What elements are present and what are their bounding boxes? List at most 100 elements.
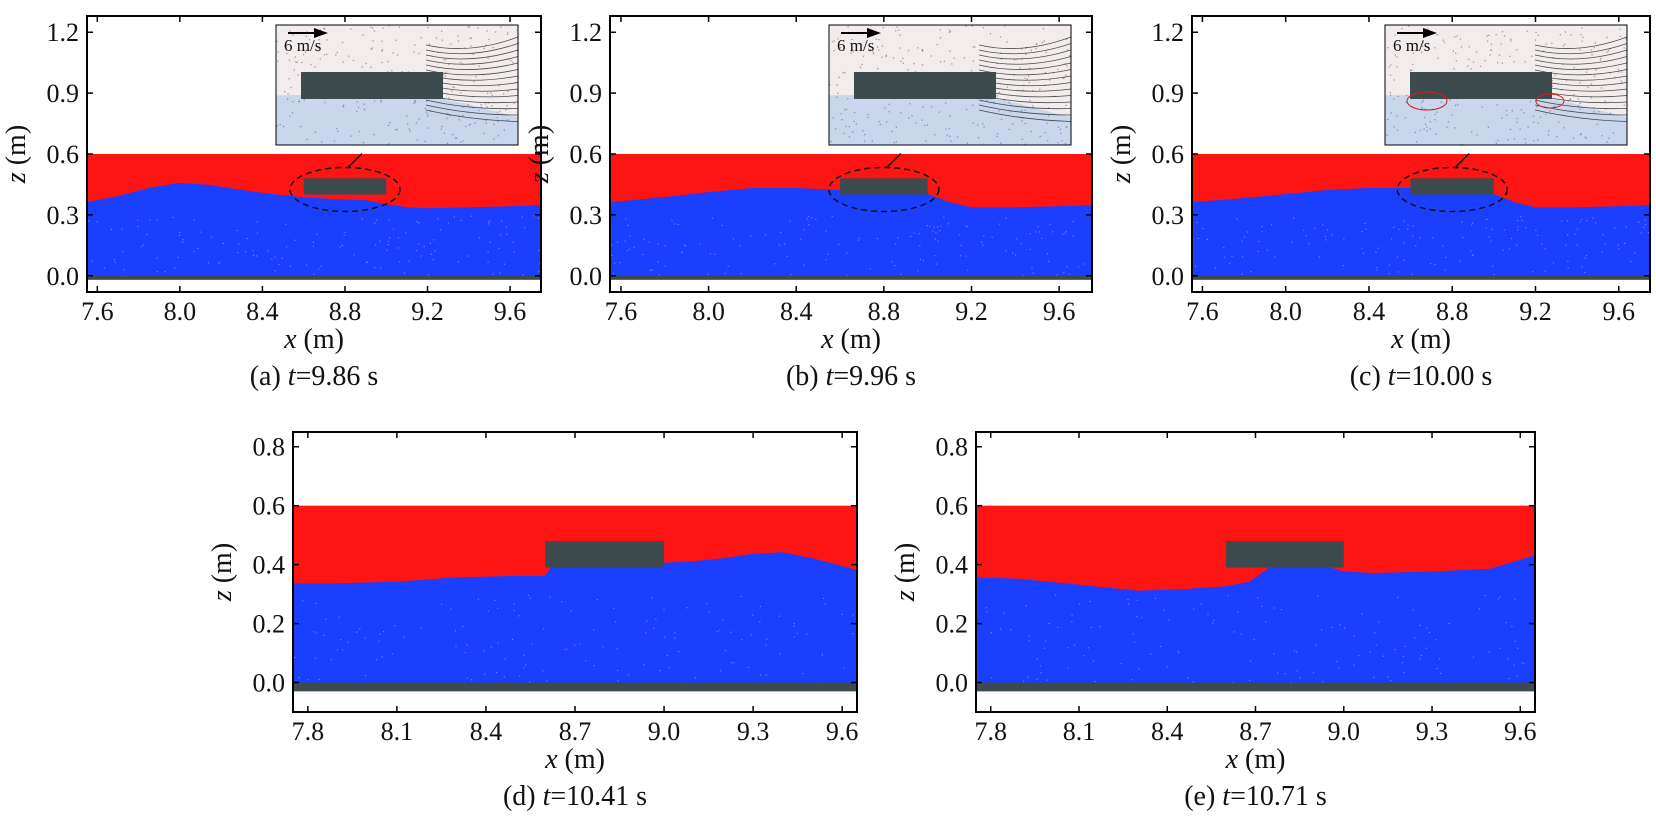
x-tick-label: 9.6: [1603, 297, 1636, 326]
panel-c: 7.6 8.0 8.4 8.8 9.2 9.6 0.0 0.3 0.6 0.9 1.2 x (m) z …: [1106, 15, 1651, 392]
panel-c-inset-red-circle: [1535, 93, 1565, 109]
panel-a-plot: [87, 154, 541, 280]
panel-e-y-axis-label: z (m): [890, 543, 921, 602]
x-tick-label: 9.0: [1328, 717, 1361, 746]
x-tick-label: 8.4: [1151, 717, 1184, 746]
panel-d-structure: [545, 541, 665, 568]
x-tick-label: 8.7: [1239, 717, 1272, 746]
panel-a-x-axis-label: x (m): [283, 324, 344, 355]
panel-c-inset-scale-label: 6 m/s: [1393, 36, 1430, 55]
x-tick-label: 9.3: [737, 717, 770, 746]
panel-d-y-axis-label: z (m): [207, 543, 238, 602]
panel-d-caption: (d) t=10.41 s: [503, 781, 647, 812]
panel-d-bed: [293, 682, 857, 692]
x-tick-label: 8.8: [868, 297, 901, 326]
panel-b-inset-structure: [854, 72, 996, 99]
panel-a-inset-arrow-head-icon: [314, 28, 328, 38]
y-tick-label: 0.8: [253, 433, 286, 462]
y-tick-label: 1.2: [1152, 18, 1185, 47]
panel-b-inset-scale-label: 6 m/s: [837, 36, 874, 55]
y-tick-label: 0.9: [47, 79, 80, 108]
panel-c-plot: [1192, 154, 1650, 280]
x-tick-label: 8.0: [1269, 297, 1302, 326]
panel-e-caption: (e) t=10.71 s: [1184, 781, 1327, 812]
panel-a-inset-water: [276, 93, 518, 145]
panel-b-x-axis-label: x (m): [820, 324, 881, 355]
panel-d-water-region: [293, 552, 857, 683]
panel-b-inset-arrow-head-icon: [867, 28, 881, 38]
x-tick-label: 8.4: [470, 717, 503, 746]
panel-c-x-axis-label: x (m): [1390, 324, 1451, 355]
panel-b-caption: (b) t=9.96 s: [786, 361, 916, 392]
panel-b-plot: [610, 154, 1092, 280]
x-tick-label: 7.8: [974, 717, 1007, 746]
panel-b-inset: 6 m/s: [828, 24, 1072, 146]
panel-d: 7.8 8.1 8.4 8.7 9.0 9.3 9.6 0.0 0.2 0.4 0.6 0.8 x (m…: [207, 431, 859, 812]
x-tick-label: 9.6: [1504, 717, 1537, 746]
panel-d-x-axis-label: x (m): [544, 744, 605, 775]
panel-a-highlight-ellipse: [289, 166, 401, 213]
y-tick-label: 0.0: [1152, 262, 1185, 291]
y-tick-label: 0.6: [936, 492, 969, 521]
x-tick-label: 8.0: [164, 297, 197, 326]
x-tick-label: 7.8: [292, 717, 325, 746]
panel-c-inset-structure: [1410, 72, 1552, 99]
panel-d-plot: [293, 505, 857, 692]
panel-b-structure: [840, 178, 928, 195]
panel-c-inset: 6 m/s: [1384, 24, 1628, 146]
panel-e-water-particles: [985, 594, 1525, 684]
panel-b: 7.6 8.0 8.4 8.8 9.2 9.6 0.0 0.3 0.6 0.9 1.2 x (m) z …: [524, 15, 1093, 392]
panel-c-leader-line: [1454, 152, 1470, 169]
x-tick-label: 8.0: [692, 297, 725, 326]
panel-e-structure: [1226, 541, 1344, 568]
x-tick-label: 9.6: [826, 717, 859, 746]
y-tick-label: 0.0: [47, 262, 80, 291]
panel-b-y-axis-label: z (m): [524, 125, 555, 184]
y-tick-label: 0.3: [1152, 201, 1185, 230]
x-tick-label: 8.1: [381, 717, 414, 746]
y-tick-label: 0.3: [47, 201, 80, 230]
x-tick-label: 8.4: [780, 297, 813, 326]
panel-b-leader-line: [886, 152, 902, 169]
y-tick-label: 0.4: [253, 551, 286, 580]
panel-a: 7.6 8.0 8.4 8.8 9.2 9.6 0.0 0.3 0.6 0.9 1.2 x (m) z …: [1, 15, 542, 392]
y-tick-label: 0.2: [253, 610, 286, 639]
y-tick-label: 0.9: [1152, 79, 1185, 108]
panel-a-inset-frame: [275, 24, 519, 146]
y-tick-label: 0.9: [570, 79, 603, 108]
y-tick-label: 0.6: [1152, 140, 1185, 169]
panel-b-bed: [610, 275, 1092, 280]
x-tick-label: 8.8: [329, 297, 362, 326]
x-tick-label: 7.6: [81, 297, 114, 326]
panel-a-structure: [303, 178, 387, 195]
x-tick-label: 9.2: [955, 297, 988, 326]
panel-e-plot: [976, 505, 1535, 692]
x-tick-label: 9.0: [648, 717, 681, 746]
panel-a-caption: (a) t=9.86 s: [250, 361, 379, 392]
panel-a-leader-line: [347, 152, 363, 169]
y-tick-label: 0.8: [936, 433, 969, 462]
panel-b-water-region: [610, 188, 1092, 277]
x-tick-label: 7.6: [605, 297, 638, 326]
panel-e-x-axis-label: x (m): [1225, 744, 1286, 775]
x-tick-label: 7.6: [1186, 297, 1219, 326]
y-tick-label: 0.6: [570, 140, 603, 169]
x-tick-label: 8.4: [1353, 297, 1386, 326]
y-tick-label: 0.0: [936, 669, 969, 698]
panel-c-inset-frame: [1384, 24, 1628, 146]
panel-a-inset-scale-label: 6 m/s: [284, 36, 321, 55]
panel-a-y-axis-label: z (m): [1, 125, 32, 184]
panel-c-caption: (c) t=10.00 s: [1350, 361, 1493, 392]
y-tick-label: 0.6: [47, 140, 80, 169]
panel-a-inset: 6 m/s: [275, 24, 519, 146]
x-tick-label: 9.2: [411, 297, 444, 326]
x-tick-label: 8.7: [559, 717, 592, 746]
y-tick-label: 0.0: [570, 262, 603, 291]
y-tick-label: 1.2: [47, 18, 80, 47]
x-tick-label: 8.1: [1063, 717, 1096, 746]
y-tick-label: 0.6: [253, 492, 286, 521]
panel-c-highlight-ellipse: [1396, 166, 1508, 213]
x-tick-label: 8.4: [246, 297, 279, 326]
y-tick-label: 0.2: [936, 610, 969, 639]
panel-a-inset-structure: [301, 72, 443, 99]
